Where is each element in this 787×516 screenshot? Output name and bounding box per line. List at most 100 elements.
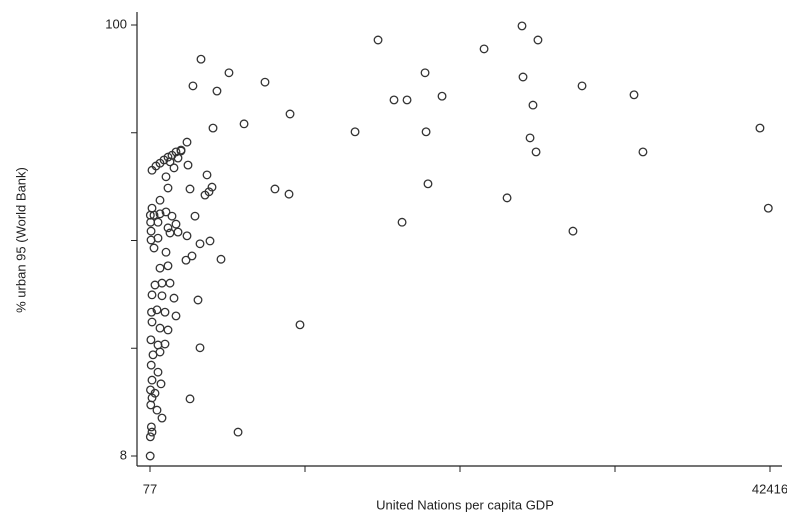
point	[755, 123, 765, 133]
point	[193, 295, 203, 305]
point	[167, 211, 177, 221]
point	[163, 183, 173, 193]
point	[397, 217, 407, 227]
point	[146, 360, 156, 370]
point	[763, 203, 773, 213]
point	[185, 184, 195, 194]
point	[149, 243, 159, 253]
point	[224, 68, 234, 78]
point	[270, 184, 280, 194]
y-axis-title: % urban 95 (World Bank)	[13, 167, 28, 313]
point	[533, 35, 543, 45]
point	[502, 193, 512, 203]
point	[528, 100, 538, 110]
point	[423, 179, 433, 189]
point	[176, 146, 186, 156]
point	[185, 394, 195, 404]
y-tick-label: 100	[105, 16, 127, 31]
point	[531, 147, 541, 157]
point	[163, 223, 173, 233]
point	[568, 226, 578, 236]
point	[147, 165, 157, 175]
point	[285, 109, 295, 119]
point	[161, 207, 171, 217]
point	[421, 127, 431, 137]
point	[196, 54, 206, 64]
point	[150, 388, 160, 398]
point	[147, 427, 157, 437]
point	[147, 375, 157, 385]
point	[153, 233, 163, 243]
point	[153, 367, 163, 377]
point	[165, 157, 175, 167]
point	[160, 307, 170, 317]
point	[171, 311, 181, 321]
point	[212, 86, 222, 96]
point	[160, 339, 170, 349]
point	[161, 172, 171, 182]
point	[195, 343, 205, 353]
point	[155, 323, 165, 333]
point	[216, 254, 226, 264]
point	[173, 227, 183, 237]
point	[147, 317, 157, 327]
point	[190, 211, 200, 221]
point	[284, 189, 294, 199]
point	[182, 137, 192, 147]
point	[157, 278, 167, 288]
point	[163, 325, 173, 335]
x-tick-label: 77	[143, 481, 157, 496]
point	[146, 422, 156, 432]
point	[205, 236, 215, 246]
point	[146, 400, 156, 410]
point	[149, 210, 159, 220]
point	[147, 290, 157, 300]
point	[169, 293, 179, 303]
point	[165, 278, 175, 288]
point	[145, 451, 155, 461]
point	[147, 307, 156, 317]
point	[629, 90, 639, 100]
point	[155, 347, 165, 357]
point	[155, 209, 165, 219]
point	[155, 263, 165, 273]
point	[163, 261, 173, 271]
point	[182, 231, 192, 241]
point	[389, 95, 399, 105]
point	[373, 35, 383, 45]
point	[146, 335, 156, 345]
point	[146, 226, 156, 236]
point	[479, 44, 489, 54]
point	[420, 68, 430, 78]
point	[183, 160, 193, 170]
point	[233, 427, 243, 437]
point	[152, 405, 162, 415]
point	[157, 413, 167, 423]
point	[169, 163, 179, 173]
point	[153, 217, 163, 227]
point	[402, 95, 412, 105]
point	[157, 291, 167, 301]
point	[517, 21, 527, 31]
point	[145, 432, 155, 442]
point	[200, 190, 210, 200]
point	[260, 77, 270, 87]
point	[187, 251, 197, 261]
point	[208, 123, 218, 133]
point	[156, 379, 166, 389]
x-tick-label: 42416	[752, 481, 787, 496]
point	[171, 219, 181, 229]
point	[188, 81, 198, 91]
point	[577, 81, 587, 91]
point	[202, 170, 212, 180]
point	[207, 182, 217, 192]
point	[181, 255, 191, 265]
point	[239, 119, 249, 129]
point	[525, 133, 535, 143]
point	[195, 239, 205, 249]
point	[437, 91, 447, 101]
point	[295, 320, 305, 330]
point	[152, 305, 162, 315]
y-tick-label: 8	[120, 447, 127, 462]
